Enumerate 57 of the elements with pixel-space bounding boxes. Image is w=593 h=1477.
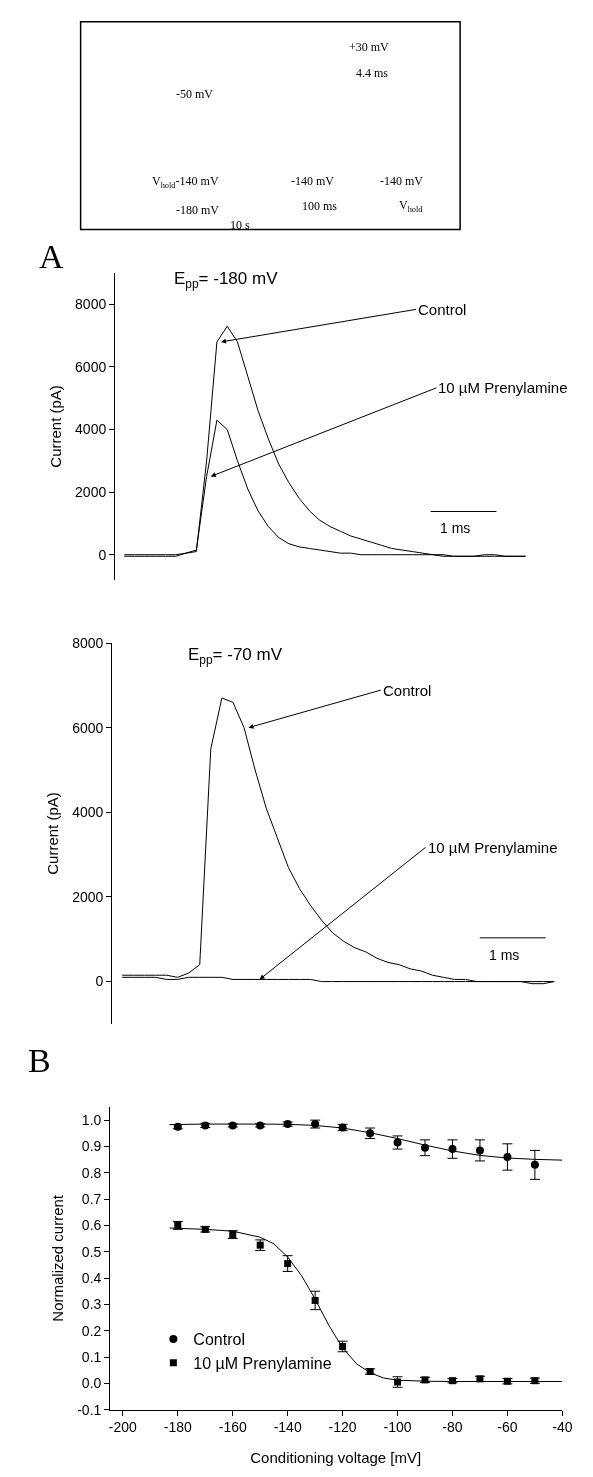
- chart-title: E$_{pp}$= -70 mV: [188, 645, 283, 667]
- y-tick-label: 0.8: [81, 1164, 102, 1181]
- y-tick-label: -0.1: [77, 1401, 102, 1418]
- y-tick-label: 0.7: [81, 1190, 102, 1207]
- x-tick-label: -60: [497, 1419, 518, 1436]
- text: 10 µM Prenylamine: [428, 839, 558, 856]
- y-tick-label: 8000: [72, 634, 104, 651]
- legend-label: Control: [193, 1331, 245, 1349]
- y-tick-label: 0.1: [81, 1348, 102, 1365]
- y-axis-title: Normalized current: [49, 1194, 67, 1322]
- y-axis-title: Current (pA): [44, 792, 62, 875]
- text: 100 ms: [302, 199, 338, 213]
- y-tick-label: 4000: [72, 804, 104, 821]
- x-tick-label: -140: [273, 1419, 302, 1436]
- x-tick-label: -160: [218, 1419, 247, 1436]
- x-tick-label: -200: [108, 1419, 138, 1436]
- text: -140 mV: [291, 174, 335, 188]
- text: 10 µM Prenylamine: [438, 379, 568, 396]
- x-tick-label: -180: [163, 1419, 193, 1436]
- y-tick-label: 0.0: [81, 1375, 102, 1392]
- y-tick-label: 8000: [75, 296, 107, 313]
- y-tick-label: 0: [98, 546, 107, 563]
- y-tick-label: 6000: [72, 719, 104, 736]
- y-tick-label: 6000: [75, 358, 107, 375]
- y-tick-label: 0.4: [81, 1269, 102, 1286]
- text: -180 mV: [176, 203, 220, 217]
- x-tick-label: -100: [383, 1419, 412, 1436]
- y-tick-label: 0: [95, 973, 104, 990]
- text: -140 mV: [380, 174, 424, 188]
- annotation: 1 ms: [489, 947, 520, 963]
- y-tick-label: 2000: [72, 888, 104, 905]
- y-tick-label: 0.3: [81, 1296, 102, 1313]
- annotation: 1 ms: [440, 520, 471, 536]
- y-tick-label: 0.9: [81, 1138, 102, 1155]
- x-tick-label: -40: [552, 1419, 573, 1436]
- text: 10 s: [230, 218, 250, 232]
- x-axis-title: Conditioning voltage [mV]: [250, 1449, 422, 1467]
- text: -50 mV: [176, 87, 214, 101]
- legend-label: 10 µM Prenylamine: [193, 1354, 332, 1372]
- y-tick-label: 1.0: [81, 1112, 102, 1129]
- x-tick-label: -80: [442, 1419, 463, 1436]
- y-tick-label: 0.2: [81, 1322, 102, 1339]
- text: Control: [383, 682, 432, 699]
- chart-title: E$_{pp}$= -180 mV: [174, 269, 279, 291]
- text: 4.4 ms: [356, 66, 389, 80]
- text: A: [39, 238, 64, 275]
- y-tick-label: 0.6: [81, 1217, 102, 1234]
- x-tick-label: -120: [328, 1419, 357, 1436]
- text: V$_{hold}$: [399, 198, 424, 214]
- y-tick-label: 2000: [75, 484, 107, 501]
- text: V$_{hold}$-140 mV: [152, 174, 219, 190]
- text: Control: [418, 301, 467, 318]
- text: +30 mV: [349, 40, 390, 54]
- text: B: [28, 1042, 51, 1079]
- y-axis-title: Current (pA): [47, 385, 65, 468]
- y-tick-label: 0.5: [81, 1243, 102, 1260]
- y-tick-label: 4000: [75, 421, 107, 438]
